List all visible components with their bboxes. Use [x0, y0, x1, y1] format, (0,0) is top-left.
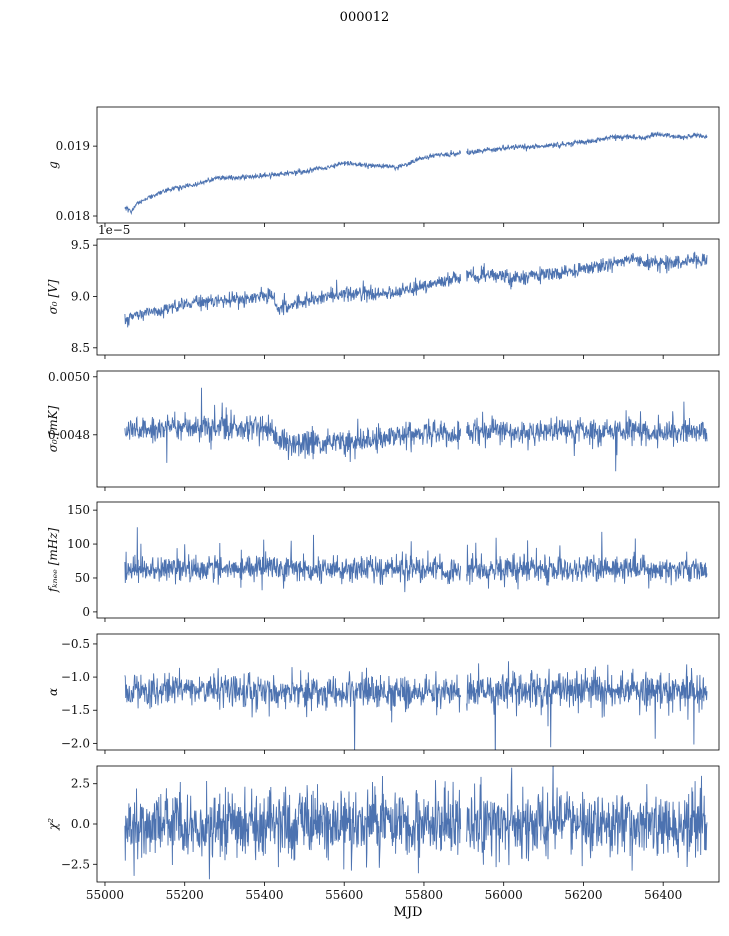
- axes-frame: [96, 238, 720, 356]
- x-axis-label: MJD: [393, 905, 423, 920]
- y-tick-label: 0.018: [56, 209, 90, 223]
- y-tick-label: 100: [67, 537, 90, 551]
- axes-frame: [96, 106, 720, 224]
- figure-title: 000012: [339, 10, 390, 25]
- x-tick-label: 56200: [564, 888, 602, 902]
- y-tick-label: 50: [75, 571, 90, 585]
- subplot-sigma0-mk: 0.0048 0.0050 σ₀ [mK]: [46, 370, 720, 491]
- y-tick-label: 0.019: [56, 139, 90, 153]
- data-line-sigma0-mk: [124, 387, 708, 472]
- axes-frame: [96, 370, 720, 488]
- subplot-sigma0-v: 8.5 9.0 9.5 σ₀ [V] 1e−5: [46, 223, 720, 359]
- x-tick-label: 55600: [325, 888, 363, 902]
- y-axis-label-alpha: α: [46, 688, 60, 696]
- y-tick-label: −1.5: [61, 703, 90, 717]
- data-line-chi2: [124, 766, 708, 880]
- y-tick-label: −2.0: [61, 736, 90, 750]
- x-tick-label: 56400: [644, 888, 682, 902]
- x-tick-label: 55800: [405, 888, 443, 902]
- y-tick-label: 2.5: [71, 777, 90, 791]
- subplot-fknee: 0 50 100 150 fₖₙₑₑ [mHz]: [46, 501, 720, 622]
- y-axis-label-fknee: fₖₙₑₑ [mHz]: [46, 528, 60, 594]
- y-axis-label-sigma0-v: σ₀ [V]: [46, 279, 60, 314]
- data-line-sigma0-v: [124, 251, 708, 328]
- x-tick-label: 55200: [166, 888, 204, 902]
- y-tick-label: 150: [67, 503, 90, 517]
- data-line-fknee: [124, 527, 708, 593]
- data-line-g: [124, 131, 708, 216]
- subplot-chi2: −2.5 0.0 2.5 55000 55200 55400 55600 55800 56000…: [46, 765, 720, 902]
- x-tick-label: 56000: [485, 888, 523, 902]
- y-tick-label: 9.5: [71, 238, 90, 252]
- y-tick-label: 0.0: [71, 817, 90, 831]
- axes-frame: [96, 633, 720, 751]
- y-tick-label: −2.5: [61, 857, 90, 871]
- y-axis-label-sigma0-mk: σ₀ [mK]: [46, 405, 60, 452]
- subplot-g: 0.018 0.019 g: [46, 106, 720, 227]
- y-axis-label-g: g: [46, 161, 60, 169]
- subplot-alpha: −2.0 −1.5 −1.0 −0.5 α: [46, 633, 720, 754]
- x-tick-label: 55400: [245, 888, 283, 902]
- y-axis-label-chi2: χ²: [46, 818, 60, 831]
- data-line-alpha: [124, 661, 708, 750]
- y-tick-label: 0: [82, 605, 90, 619]
- y-tick-label: 0.0050: [48, 370, 90, 384]
- y-tick-label: 8.5: [71, 341, 90, 355]
- x-tick-label: 55000: [86, 888, 124, 902]
- axes-frame: [96, 501, 720, 619]
- y-tick-label: 9.0: [71, 289, 90, 303]
- y-tick-label: 0.0048: [48, 428, 90, 442]
- y-tick-label: −0.5: [61, 637, 90, 651]
- y-tick-label: −1.0: [61, 670, 90, 684]
- y-offset-label: 1e−5: [98, 223, 130, 237]
